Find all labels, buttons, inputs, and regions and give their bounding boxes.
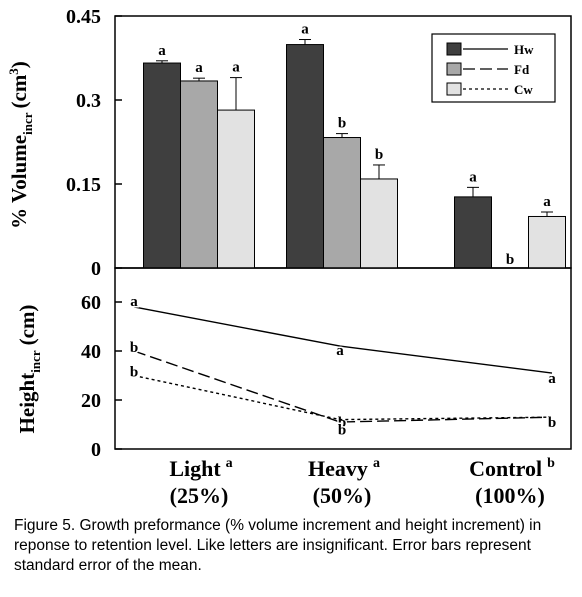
height-ytick-label: 20 — [81, 390, 101, 412]
volume-significance-letter: a — [158, 43, 166, 59]
height-significance-letter: b — [130, 340, 138, 356]
volume-significance-letter: b — [338, 116, 346, 132]
volume-ylabel-main: % Volume — [7, 135, 31, 229]
volume-significance-letter: a — [232, 60, 240, 76]
volume-ylabel-close: ) — [7, 61, 31, 68]
height-significance-letter: b — [548, 415, 556, 431]
figure-canvas: 0.450.30.150% Volumeincr(cm3)aaaabbabaHw… — [6, 6, 572, 508]
xlabel-significance: b — [547, 456, 555, 471]
height-ylabel: Heightincr (cm) — [15, 305, 43, 434]
volume-ytick-label: 0 — [91, 258, 101, 280]
volume-bar-hw — [454, 196, 492, 269]
height-significance-letter: b — [338, 423, 346, 439]
legend-swatch-hw — [446, 42, 462, 56]
volume-bar-fd — [180, 80, 218, 269]
xlabel-light: Light a — [169, 456, 232, 481]
volume-ytick-label: 0.3 — [76, 90, 101, 112]
volume-bar-hw — [286, 44, 324, 269]
xlabel-percent: (100%) — [475, 483, 545, 508]
legend-label-fd: Fd — [514, 62, 530, 77]
xlabel-significance: a — [226, 456, 233, 471]
volume-ytick-label: 0.15 — [66, 174, 101, 196]
figure-caption: Figure 5. Growth preformance (% volume i… — [14, 517, 542, 574]
height-significance-letter: b — [130, 365, 138, 381]
volume-bar-cw — [528, 215, 566, 269]
volume-significance-letter: a — [469, 169, 477, 185]
volume-bar-panel: 0.45 0.3 0.15 0 % Volumeincr (cm3) a a a a b b a b a Hw… — [6, 6, 572, 280]
legend-swatch-fd — [446, 62, 462, 76]
legend-label-cw: Cw — [514, 82, 533, 97]
xlabel-percent: (25%) — [170, 483, 229, 508]
height-significance-letter: a — [336, 343, 344, 359]
volume-significance-letter: b — [506, 252, 514, 268]
volume-ytick-label: 0.45 — [66, 6, 101, 28]
volume-ylabel: % Volumeincr (cm3) — [6, 61, 35, 229]
height-ytick-label: 60 — [81, 292, 101, 314]
height-plot-frame — [114, 267, 572, 450]
volume-significance-letter: a — [543, 194, 551, 210]
volume-bar-fd — [323, 137, 361, 269]
height-line-hw — [133, 306, 553, 374]
x-axis-labels: Light a(25%)Heavy a(50%)Control b(100%) — [169, 456, 555, 508]
xlabel-control: Control b — [469, 456, 555, 481]
volume-ylabel-sup: 3 — [6, 68, 21, 75]
xlabel-heavy: Heavy a — [308, 456, 380, 481]
volume-ylabel-sub: incr — [20, 112, 35, 135]
xlabel-significance: a — [373, 456, 380, 471]
height-line-fd — [133, 350, 553, 423]
legend-label-hw: Hw — [514, 42, 534, 57]
legend-swatch-cw — [446, 82, 462, 96]
volume-bar-hw — [143, 62, 181, 269]
height-ytick-label: 40 — [81, 341, 101, 363]
xlabel-name: Control — [469, 456, 542, 481]
height-line-cw — [133, 374, 553, 421]
volume-bar-cw — [217, 109, 255, 269]
height-significance-letter: b — [338, 415, 346, 431]
xlabel-name: Light — [169, 456, 221, 481]
volume-significance-letter: a — [195, 60, 203, 76]
volume-significance-letter: a — [301, 22, 309, 38]
height-ylabel-unit: (cm) — [15, 305, 39, 346]
height-significance-letter: b — [548, 415, 556, 431]
xlabel-name: Heavy — [308, 456, 368, 481]
height-ylabel-main: Height — [15, 373, 39, 434]
height-significance-letter: a — [130, 294, 138, 310]
legend: Hw Fd Cw — [431, 33, 556, 103]
height-ylabel-sub: incr — [28, 350, 43, 373]
volume-bar-cw — [360, 178, 398, 269]
height-ytick-label: 0 — [91, 439, 101, 461]
xlabel-percent: (50%) — [313, 483, 372, 508]
height-significance-letter: a — [548, 371, 556, 387]
volume-ylabel-unit: (cm — [7, 74, 31, 108]
volume-significance-letter: b — [375, 147, 383, 163]
